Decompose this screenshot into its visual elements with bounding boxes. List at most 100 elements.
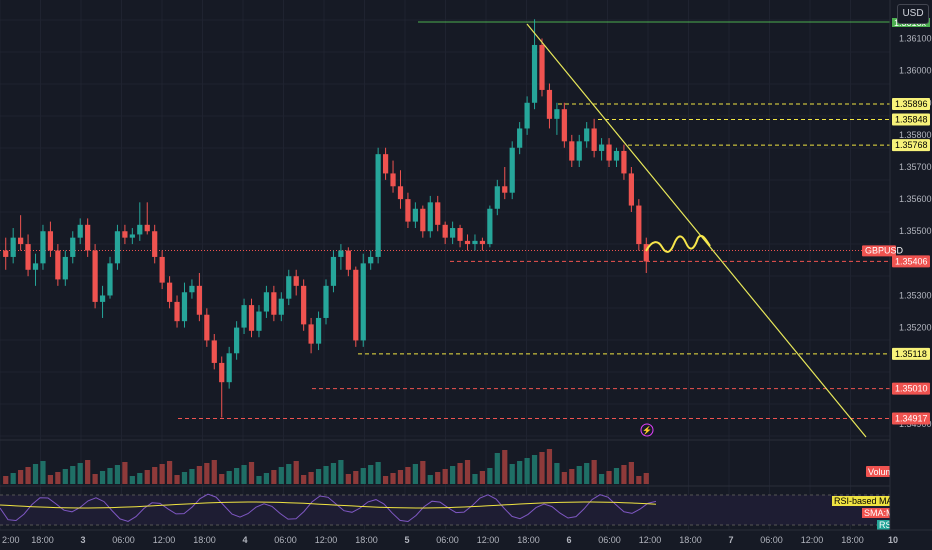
volume-pane: 20 KVolume: [0, 439, 918, 484]
volume-bar: [18, 470, 24, 484]
horizontal-levels: [0, 21, 890, 419]
price-tick: 1.35700: [899, 162, 932, 172]
candle-body: [531, 44, 538, 103]
volume-bar: [613, 468, 620, 484]
volume-bar: [256, 476, 262, 484]
time-axis-bg: [0, 530, 932, 550]
price-tick: 1.36000: [899, 66, 932, 76]
candle-body: [92, 250, 98, 302]
volume-bar: [308, 472, 314, 484]
time-label: 18:00: [31, 535, 54, 545]
volume-bar: [286, 464, 292, 484]
volume-bar: [494, 453, 500, 484]
volume-bar: [226, 471, 232, 484]
volume-bar: [234, 468, 240, 484]
volume-bar: [345, 474, 351, 484]
time-label: 06:00: [274, 535, 297, 545]
volume-bar: [621, 465, 627, 484]
candle-body: [286, 276, 292, 299]
level-price-tag-bg: [892, 382, 930, 395]
candle-body: [554, 109, 560, 119]
volume-bar: [32, 464, 39, 484]
candle-body: [494, 186, 500, 209]
price-axis[interactable]: 1.361001.360001.359001.358001.357001.356…: [862, 0, 932, 530]
level-price-tag-bg: [892, 412, 930, 425]
candle-body: [472, 240, 478, 245]
candle-body: [539, 44, 545, 90]
volume-bar: [241, 465, 247, 484]
volume-bar: [643, 473, 649, 484]
candle-body: [159, 256, 165, 283]
volume-bar: [390, 473, 396, 484]
candle-body: [40, 231, 46, 264]
candle-body: [234, 327, 240, 354]
volume-bar: [47, 475, 54, 484]
time-label: 7: [728, 535, 733, 545]
volume-bar: [25, 467, 31, 484]
time-label: 4: [242, 535, 247, 545]
time-label: 06:00: [760, 535, 783, 545]
volume-bar: [263, 473, 270, 484]
candle-body: [107, 263, 113, 296]
volume-legend: Volume: [868, 467, 898, 477]
volume-bar: [99, 471, 106, 484]
volume-bar: [412, 464, 418, 484]
volume-legend-bg: [866, 466, 896, 477]
time-label: 12:00: [153, 535, 176, 545]
candle-body: [509, 147, 515, 193]
candle-body: [256, 311, 262, 331]
level-price-tag-bg: [892, 98, 930, 111]
volume-bar: [487, 468, 493, 484]
rsi-band: [0, 495, 890, 525]
candle-body: [189, 285, 195, 293]
price-tick: 1.36100: [899, 34, 932, 44]
level-price-tag: 1.35848: [895, 114, 928, 124]
volume-bar: [539, 452, 545, 484]
candle-body: [278, 298, 284, 315]
volume-bar: [591, 460, 597, 484]
time-axis[interactable]: 2:00 18:00 3 06:00 12:00 18:00 4 06:00 12:00 18:0…: [0, 529, 932, 550]
symbol-tag: GBPUSD: [865, 245, 904, 255]
candle-body: [323, 285, 329, 318]
volume-bar: [70, 466, 76, 484]
volume-bar: [55, 472, 61, 484]
volume-bar: [211, 460, 217, 484]
volume-bar: [479, 471, 486, 484]
candle-body: [561, 109, 567, 142]
volume-bar: [271, 470, 277, 484]
time-label: 5: [404, 535, 409, 545]
volume-bar: [174, 475, 180, 484]
time-label: 18:00: [355, 535, 378, 545]
time-label: 3: [80, 535, 85, 545]
rsi-tag-bg: [877, 520, 896, 530]
candle-body: [3, 250, 9, 257]
volume-bar: [301, 475, 307, 484]
volume-bar: [405, 467, 411, 484]
level-price-tag: 1.34917: [895, 413, 928, 423]
candle-body: [47, 231, 54, 251]
rsi-tag: RSI-based MA: [834, 496, 893, 506]
candle-body: [85, 224, 91, 251]
volume-bar: [502, 450, 508, 484]
volume-bar: [382, 476, 389, 484]
volume-bar: [524, 458, 530, 484]
candle-body: [442, 224, 448, 238]
candle-body: [450, 228, 456, 238]
volume-bar: [10, 473, 16, 484]
candle-body: [122, 231, 128, 238]
rsi-tag-bg: [832, 496, 896, 506]
volume-bar: [450, 466, 456, 484]
currency-button[interactable]: USD: [897, 4, 929, 24]
volume-bar: [517, 461, 523, 484]
volume-bar: [137, 473, 143, 484]
grid-lines: [0, 0, 892, 530]
price-tick: 1.35600: [899, 194, 932, 204]
candle-body: [382, 154, 389, 174]
level-price-tag-bg: [892, 113, 930, 126]
time-label: 12:00: [477, 535, 500, 545]
rsi-tag: SMA:MA: [864, 508, 900, 518]
volume-bar: [107, 468, 113, 484]
candle-body: [330, 256, 337, 286]
candle-body: [621, 150, 627, 174]
